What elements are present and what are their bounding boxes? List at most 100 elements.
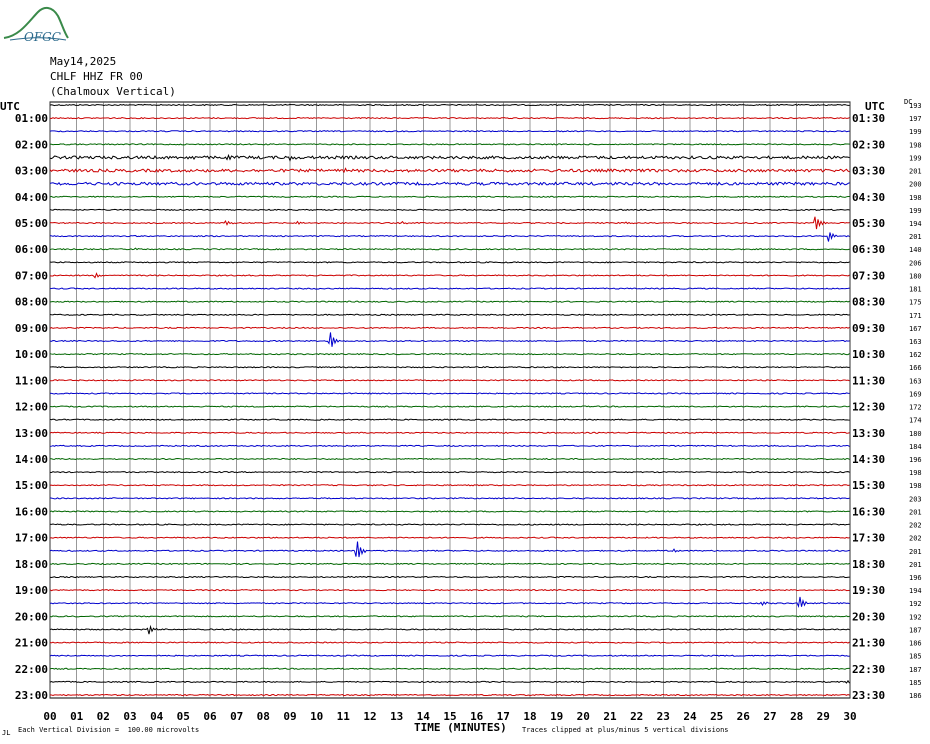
left-utc-label: UTC: [0, 100, 20, 113]
left-time-label: 15:00: [15, 479, 48, 492]
trace-line: [49, 326, 850, 329]
dc-offset-label: 163: [909, 377, 922, 385]
dc-offset-label: 194: [909, 220, 922, 228]
trace-line: [49, 457, 850, 461]
left-time-label: 04:00: [15, 191, 48, 204]
trace-line: [49, 392, 850, 395]
left-time-label: 13:00: [15, 427, 48, 440]
right-time-label: 19:30: [852, 584, 885, 597]
dc-offset-label: 198: [909, 482, 922, 490]
x-tick-label: 23: [657, 710, 670, 723]
x-tick-label: 10: [310, 710, 323, 723]
left-time-label: 07:00: [15, 269, 48, 282]
logo-text: OFGC: [24, 30, 61, 44]
trace-line: [49, 497, 850, 500]
location-label: (Chalmoux Vertical): [50, 85, 176, 98]
x-tick-label: 27: [763, 710, 776, 723]
dc-offset-label: 199: [909, 128, 922, 136]
right-time-label: 16:30: [852, 505, 885, 518]
trace-line: [49, 575, 850, 579]
x-tick-label: 11: [337, 710, 351, 723]
x-tick-label: 14: [417, 710, 431, 723]
dc-offset-label: 201: [909, 561, 922, 569]
dc-offset-label: 203: [909, 495, 922, 503]
dc-offset-label: 167: [909, 325, 922, 333]
trace-line: [49, 272, 850, 279]
trace-line: [49, 247, 850, 251]
dc-offset-label: 197: [909, 115, 922, 123]
dc-offset-label: 174: [909, 417, 922, 425]
dc-offset-label: 201: [909, 233, 922, 241]
trace-line: [49, 510, 850, 513]
dc-offset-label: 196: [909, 574, 922, 582]
left-time-label: 18:00: [15, 558, 48, 571]
trace-line: [49, 103, 850, 107]
dc-offset-label: 206: [909, 259, 922, 267]
dc-offset-label: 194: [909, 587, 922, 595]
trace-line: [49, 624, 850, 635]
dc-offset-label: 196: [909, 456, 922, 464]
dc-offset-label: 200: [909, 181, 922, 189]
trace-line: [49, 167, 850, 174]
x-tick-label: 06: [203, 710, 217, 723]
dc-offset-label: 172: [909, 404, 922, 412]
dc-offset-label: 181: [909, 286, 922, 294]
left-time-label: 11:00: [15, 374, 48, 387]
dc-offset-label: 199: [909, 207, 922, 215]
trace-line: [49, 679, 850, 684]
x-tick-label: 29: [817, 710, 830, 723]
dc-offset-label: 198: [909, 194, 922, 202]
x-tick-label: 30: [843, 710, 856, 723]
dc-offset-label: 202: [909, 522, 922, 530]
x-tick-label: 05: [177, 710, 190, 723]
trace-line: [49, 300, 850, 303]
left-time-label: 08:00: [15, 296, 48, 309]
right-time-label: 06:30: [852, 243, 885, 256]
left-time-label: 02:00: [15, 138, 48, 151]
trace-line: [49, 366, 850, 369]
trace-line: [49, 232, 850, 242]
trace-line: [49, 418, 850, 421]
dc-offset-label: 187: [909, 666, 922, 674]
corner-mark: JL: [2, 729, 11, 737]
trace-line: [49, 471, 850, 474]
x-tick-label: 28: [790, 710, 803, 723]
left-time-label: 05:00: [15, 217, 48, 230]
dc-offset-label: 186: [909, 692, 922, 700]
x-tick-label: 03: [123, 710, 136, 723]
right-time-label: 07:30: [852, 269, 885, 282]
left-time-label: 22:00: [15, 663, 48, 676]
x-tick-label: 01: [70, 710, 84, 723]
right-time-label: 12:30: [852, 401, 885, 414]
x-tick-label: 17: [497, 710, 510, 723]
date-label: May14,2025: [50, 55, 117, 68]
trace-line: [49, 405, 850, 408]
left-time-label: 06:00: [15, 243, 48, 256]
right-time-label: 22:30: [852, 663, 885, 676]
right-time-label: 04:30: [852, 191, 885, 204]
trace-line: [49, 641, 850, 644]
dc-offset-label: 201: [909, 548, 922, 556]
dc-offset-label: 185: [909, 679, 922, 687]
right-time-label: 17:30: [852, 532, 885, 545]
trace-line: [49, 615, 850, 618]
trace-line: [49, 588, 850, 592]
trace-line: [49, 208, 850, 212]
x-tick-label: 25: [710, 710, 723, 723]
right-time-label: 13:30: [852, 427, 885, 440]
trace-line: [49, 484, 850, 487]
left-time-label: 23:00: [15, 689, 48, 702]
dc-offset-label: 140: [909, 246, 922, 254]
dc-offset-label: 193: [909, 102, 922, 110]
right-time-label: 20:30: [852, 610, 885, 623]
left-time-label: 17:00: [15, 532, 48, 545]
trace-line: [49, 181, 850, 186]
right-time-label: 23:30: [852, 689, 885, 702]
trace-line: [49, 562, 850, 565]
right-time-label: 03:30: [852, 165, 885, 178]
left-time-label: 10:00: [15, 348, 48, 361]
dc-offset-label: 198: [909, 469, 922, 477]
trace-line: [49, 379, 850, 382]
x-tick-label: 16: [470, 710, 484, 723]
x-tick-label: 13: [390, 710, 403, 723]
